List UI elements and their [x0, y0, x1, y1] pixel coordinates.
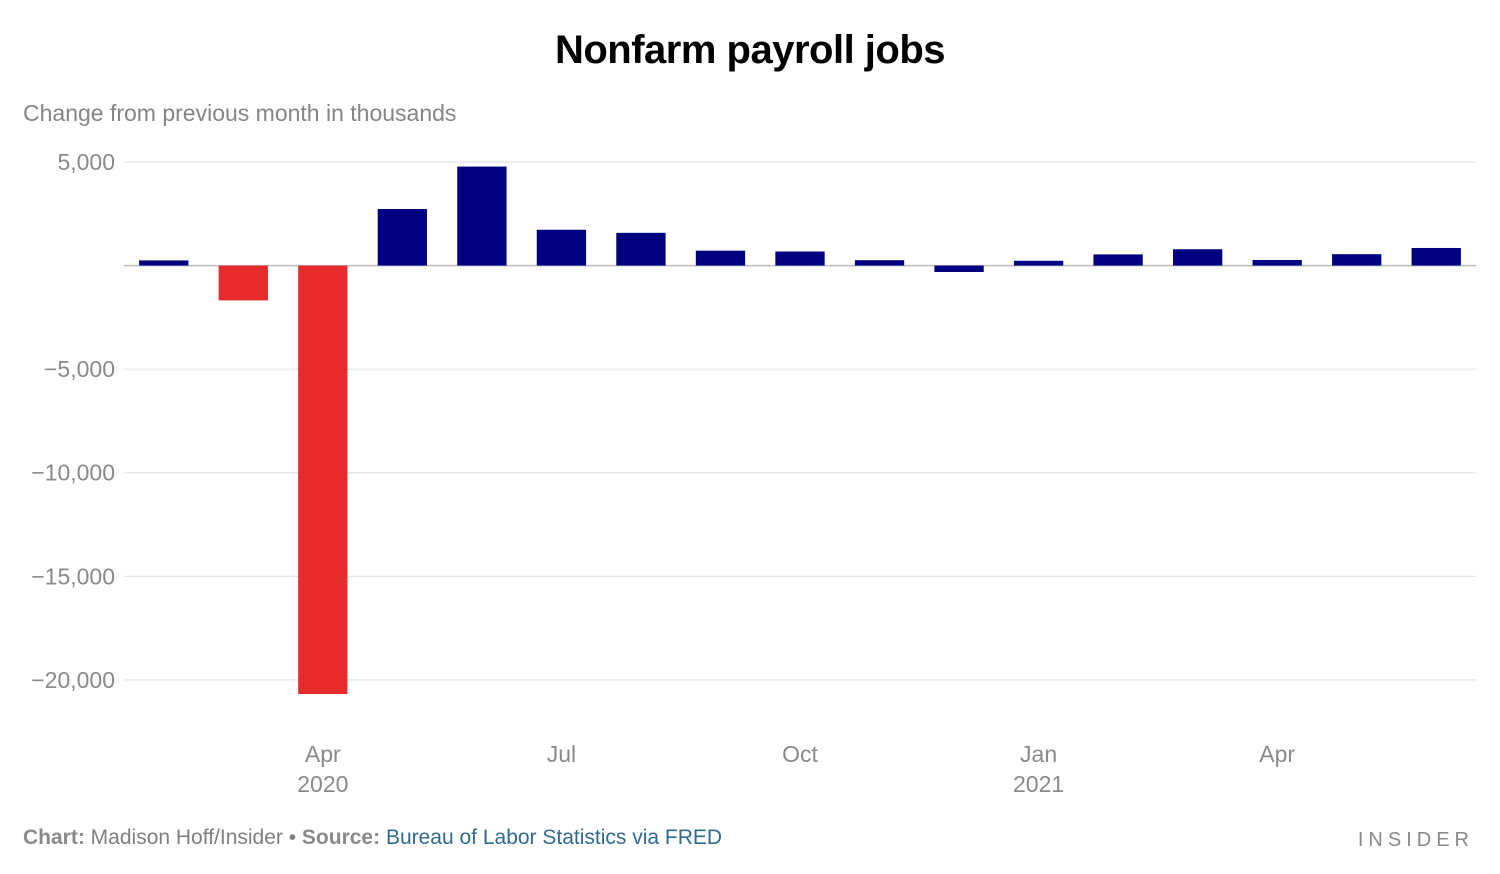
x-tick-sublabel: 2020 [297, 771, 348, 797]
y-tick-label: −5,000 [44, 356, 115, 382]
x-tick-label: Jan [1020, 741, 1057, 767]
bar [218, 265, 268, 301]
bar [139, 260, 189, 266]
bar [616, 232, 666, 266]
bar [695, 250, 746, 266]
x-tick-label: Oct [782, 741, 818, 767]
bar [775, 251, 825, 266]
bar [1252, 259, 1302, 266]
bar [457, 166, 507, 266]
x-tick-label: Apr [305, 741, 341, 767]
chart-subtitle: Change from previous month in thousands [23, 100, 457, 126]
y-tick-label: 5,000 [57, 149, 115, 175]
y-tick-label: −20,000 [31, 667, 115, 693]
chart-footer: Chart: Madison Hoff/Insider • Source: Bu… [23, 826, 722, 850]
bar [1411, 247, 1461, 266]
bar [377, 209, 428, 266]
x-tick-sublabel: 2021 [1013, 771, 1064, 797]
y-tick-label: −15,000 [31, 563, 115, 589]
chart-title: Nonfarm payroll jobs [554, 28, 946, 72]
footer-separator: • [282, 826, 302, 849]
y-tick-label: −10,000 [31, 460, 115, 486]
bar-chart: 5,000 −5,000 −10,000 −15,000 −20,000 Apr 2020 J… [31, 149, 1476, 797]
bar [1093, 254, 1143, 266]
bars [139, 166, 1461, 694]
source-link[interactable]: Bureau of Labor Statistics via FRED [380, 826, 723, 849]
bar [1013, 260, 1064, 266]
bar [1172, 249, 1223, 266]
bar [1332, 254, 1382, 266]
x-tick-label: Jul [547, 741, 576, 767]
bar [298, 265, 348, 694]
bar [934, 265, 984, 273]
chart-credit-author: Madison Hoff/Insider [84, 826, 283, 849]
bar [536, 229, 587, 266]
insider-logo: INSIDER [1357, 829, 1474, 851]
x-tick-label: Apr [1259, 741, 1295, 767]
grid-lines [124, 161, 1476, 681]
chart-credit-label: Chart: [23, 826, 85, 849]
source-label: Source: [301, 826, 381, 849]
axis-labels: 5,000 −5,000 −10,000 −15,000 −20,000 Apr 2020 J… [31, 149, 1295, 797]
bar [854, 260, 905, 266]
